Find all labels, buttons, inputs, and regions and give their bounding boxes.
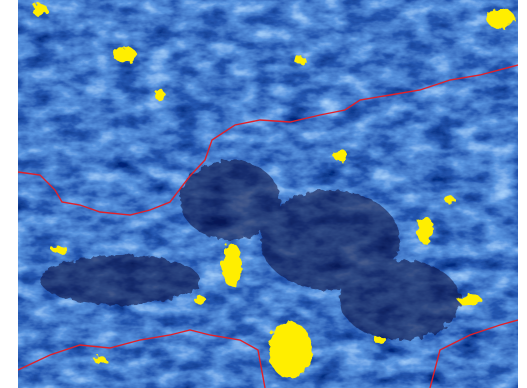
map-area [18, 0, 518, 388]
page [0, 0, 527, 388]
map [0, 0, 527, 388]
